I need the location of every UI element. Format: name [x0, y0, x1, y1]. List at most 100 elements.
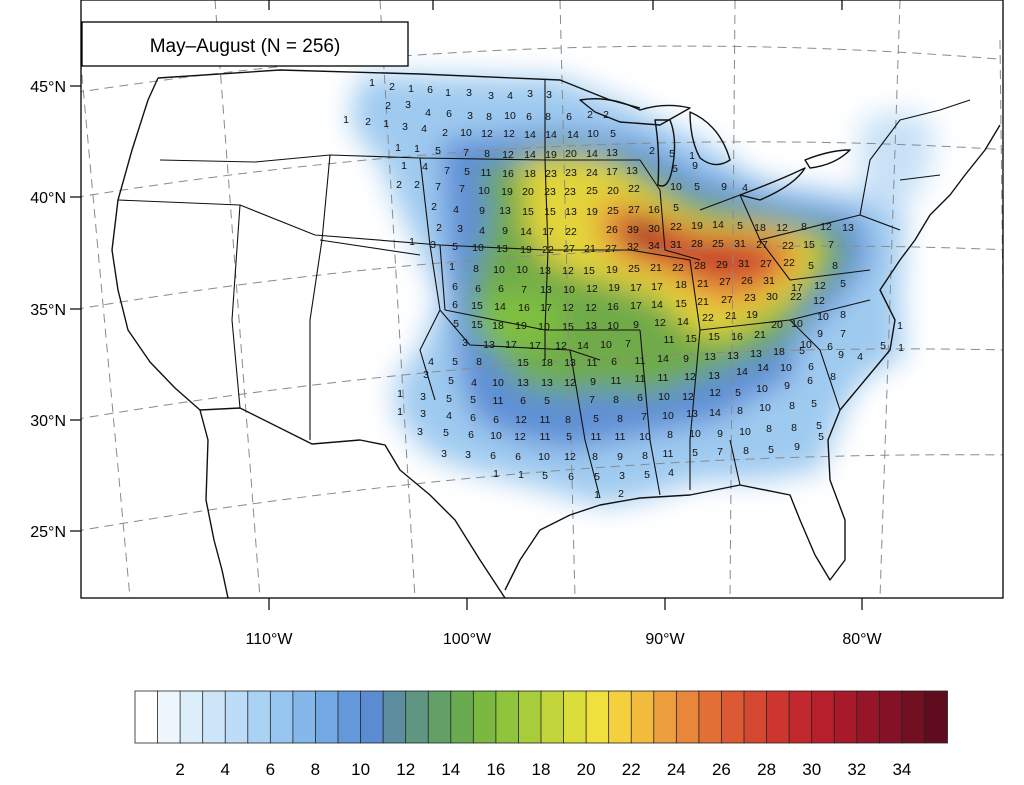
grid-count-label: 4	[479, 225, 485, 237]
grid-count-label: 5	[692, 447, 698, 459]
grid-count-label: 8	[766, 423, 772, 435]
grid-count-label: 19	[608, 282, 620, 294]
grid-count-label: 15	[583, 265, 595, 277]
grid-count-label: 17	[542, 226, 554, 238]
grid-count-label: 19	[545, 149, 557, 161]
grid-count-label: 31	[670, 239, 682, 251]
colorbar-swatch	[901, 690, 926, 744]
grid-count-label: 21	[725, 310, 737, 322]
grid-count-label: 11	[540, 414, 551, 426]
grid-count-label: 14	[651, 299, 663, 311]
grid-count-label: 23	[544, 186, 556, 198]
colorbar-swatch	[698, 690, 723, 744]
grid-count-label: 18	[675, 279, 687, 291]
grid-count-label: 1	[493, 468, 499, 480]
colorbar-swatch	[856, 690, 881, 744]
grid-count-label: 5	[880, 340, 886, 352]
grid-count-label: 27	[628, 204, 640, 216]
grid-count-label: 19	[501, 186, 513, 198]
grid-count-label: 14	[709, 407, 721, 419]
grid-count-label: 14	[524, 149, 536, 161]
grid-count-label: 19	[691, 220, 703, 232]
grid-count-label: 17	[529, 340, 541, 352]
grid-count-label: 17	[505, 339, 517, 351]
grid-count-label: 23	[565, 167, 577, 179]
grid-count-label: 32	[627, 241, 639, 253]
grid-count-label: 28	[691, 238, 703, 250]
grid-count-label: 20	[607, 185, 619, 197]
grid-count-label: 5	[594, 471, 600, 483]
grid-count-label: 3	[466, 87, 472, 99]
grid-count-label: 22	[790, 291, 802, 303]
grid-count-label: 5	[672, 163, 678, 175]
grid-count-label: 9	[838, 349, 844, 361]
colorbar-tick-label: 28	[757, 760, 776, 779]
grid-count-label: 22	[565, 226, 577, 238]
grid-count-label: 25	[628, 263, 640, 275]
grid-count-label: 5	[669, 148, 675, 160]
grid-count-label: 18	[541, 357, 553, 369]
colorbar-swatch	[585, 690, 610, 744]
grid-count-label: 7	[521, 284, 527, 296]
grid-count-label: 6	[427, 84, 433, 96]
colorbar-swatch	[179, 690, 204, 744]
colorbar-swatch	[202, 690, 227, 744]
grid-count-label: 13	[686, 408, 698, 420]
grid-count-label: 6	[452, 299, 458, 311]
colorbar-swatch	[721, 690, 745, 744]
grid-count-label: 9	[817, 328, 823, 340]
grid-count-label: 18	[524, 168, 536, 180]
grid-count-label: 6	[520, 395, 526, 407]
grid-count-label: 25	[586, 185, 598, 197]
grid-count-label: 16	[731, 331, 743, 343]
grid-count-label: 14	[736, 366, 748, 378]
lon-label-100: 100°W	[443, 631, 492, 648]
grid-count-label: 25	[712, 238, 724, 250]
colorbar-tick-label: 8	[311, 760, 320, 779]
grid-count-label: 5	[470, 394, 476, 406]
lat-label-40: 40°N	[30, 190, 66, 207]
colorbar-tick-label: 18	[532, 760, 551, 779]
grid-count-label: 13	[564, 357, 576, 369]
grid-count-label: 7	[444, 165, 450, 177]
lake-michigan	[654, 119, 676, 187]
grid-count-label: 1	[445, 87, 451, 99]
grid-count-label: 2	[396, 179, 402, 191]
grid-count-label: 14	[757, 362, 769, 374]
lon-label-80: 80°W	[842, 631, 882, 648]
grid-count-label: 10	[538, 321, 550, 333]
colorbar-swatch	[427, 690, 452, 744]
grid-count-label: 19	[746, 309, 758, 321]
grid-count-label: 27	[760, 258, 772, 270]
grid-count-label: 8	[832, 260, 838, 272]
grid-count-label: 27	[756, 239, 768, 251]
colorbar-swatch	[247, 690, 272, 744]
grid-count-label: 3	[488, 90, 494, 102]
grid-count-label: 12	[654, 317, 666, 329]
grid-count-label: 14	[520, 226, 532, 238]
grid-count-label: 15	[562, 321, 574, 333]
grid-count-label: 16	[607, 301, 619, 313]
colorbar-swatch	[134, 690, 159, 744]
grid-count-label: 4	[425, 107, 431, 119]
grid-count-label: 2	[587, 109, 593, 121]
grid-count-label: 5	[448, 375, 454, 387]
grid-count-label: 6	[637, 392, 643, 404]
grid-count-label: 5	[464, 166, 470, 178]
grid-count-label: 16	[502, 168, 514, 180]
grid-count-label: 5	[452, 356, 458, 368]
grid-count-label: 3	[420, 391, 426, 403]
grid-count-label: 7	[459, 183, 465, 195]
grid-count-label: 8	[476, 356, 482, 368]
grid-count-label: 30	[766, 291, 778, 303]
colorbar-tick-label: 24	[667, 760, 686, 779]
colorbar-tick-label: 26	[712, 760, 731, 779]
grid-count-label: 5	[737, 220, 743, 232]
colorbar-swatch	[337, 690, 362, 744]
grid-count-label: 10	[600, 339, 612, 351]
grid-count-label: 3	[430, 239, 436, 251]
grid-count-label: 10	[607, 320, 619, 332]
colorbar-tick-label: 4	[220, 760, 229, 779]
grid-count-label: 14	[677, 316, 689, 328]
